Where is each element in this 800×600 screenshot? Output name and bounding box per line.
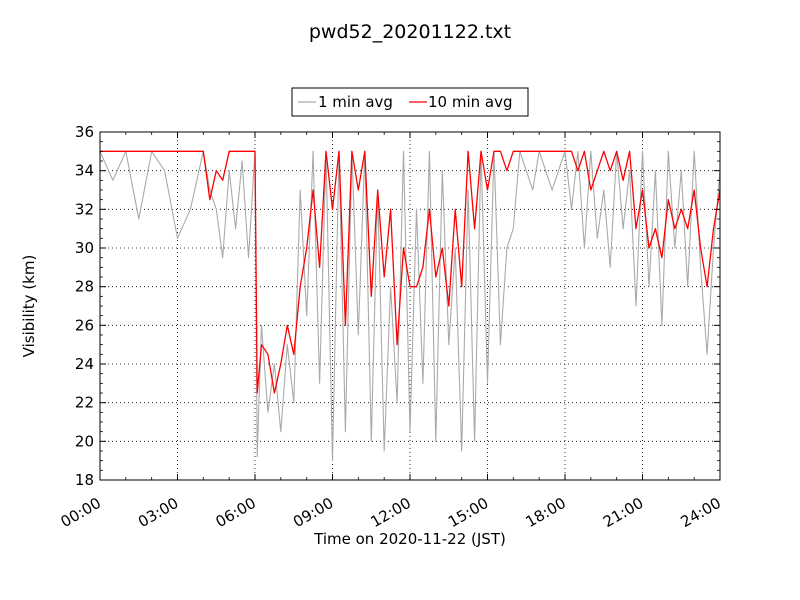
y-tick-label: 28 [75, 278, 94, 296]
y-axis-ticks: 18 20 22 24 26 28 30 32 34 36 [75, 123, 720, 489]
y-tick-label: 24 [75, 355, 94, 373]
series-line [100, 150, 721, 394]
x-tick-label: 00:00 [58, 494, 104, 531]
y-tick-label: 22 [75, 394, 94, 412]
y-tick-label: 34 [75, 162, 94, 180]
series-line [99, 150, 721, 462]
series-10min-avg [100, 150, 721, 394]
x-tick-label: 24:00 [678, 494, 724, 531]
y-tick-label: 20 [75, 432, 94, 450]
y-tick-label: 32 [75, 200, 94, 218]
grid [100, 132, 720, 480]
x-tick-label: 15:00 [445, 494, 491, 531]
chart-title: pwd52_20201122.txt [309, 21, 511, 43]
x-tick-label: 03:00 [135, 494, 181, 531]
legend-label-1min: 1 min avg [318, 93, 393, 111]
x-tick-label: 09:00 [290, 494, 336, 531]
y-axis-title: Visibility (km) [20, 255, 38, 358]
y-tick-label: 18 [75, 471, 94, 489]
y-tick-label: 30 [75, 239, 94, 257]
series-1min-avg [99, 150, 721, 462]
x-tick-label: 21:00 [600, 494, 646, 531]
x-tick-label: 06:00 [213, 494, 259, 531]
legend-label-10min: 10 min avg [428, 93, 513, 111]
x-axis-ticks: 00:00 03:00 06:00 09:00 12:00 15:00 18:00 21:00… [58, 132, 724, 531]
legend: 1 min avg 10 min avg [291, 87, 529, 117]
y-tick-label: 36 [75, 123, 94, 141]
x-tick-label: 18:00 [523, 494, 569, 531]
x-axis-title: Time on 2020-11-22 (JST) [313, 530, 506, 548]
x-tick-label: 12:00 [368, 494, 414, 531]
y-tick-label: 26 [75, 316, 94, 334]
